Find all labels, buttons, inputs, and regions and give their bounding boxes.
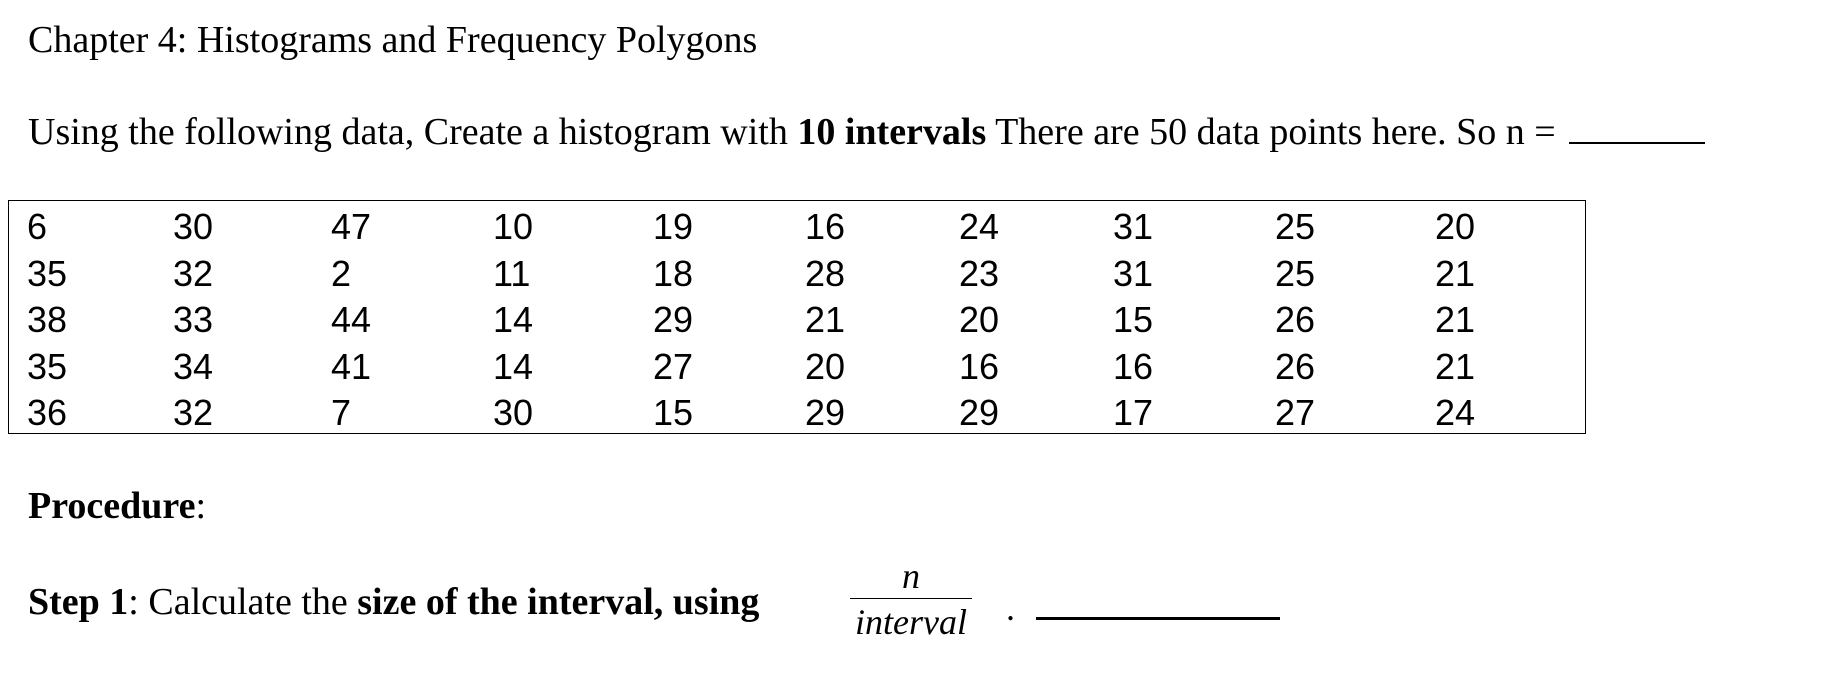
- table-cell: 10: [493, 206, 534, 247]
- procedure-heading: Procedure:: [28, 480, 206, 532]
- step1-text: Step 1: Calculate the size of the interv…: [28, 576, 759, 628]
- table-cell: 30: [173, 206, 214, 247]
- table-cell: 18: [653, 252, 694, 294]
- table-cell: 11: [493, 252, 531, 294]
- table-row: 6 30 47 10 19 16 24 31 25 20: [27, 204, 1515, 251]
- table-cell: 29: [805, 392, 846, 433]
- table-cell: 16: [959, 345, 1000, 387]
- table-row: 35 34 41 14 27 20 16 16 26 21: [27, 344, 1515, 391]
- table-cell: 15: [653, 392, 694, 433]
- table-cell: 27: [1275, 392, 1316, 433]
- table-cell: 14: [493, 345, 534, 387]
- step1-description: : Calculate the: [128, 581, 358, 623]
- instructions-part2: There are 50 data points here. So n =: [986, 111, 1566, 153]
- table-cell: 16: [1113, 345, 1154, 387]
- step1-label: Step 1: [28, 581, 129, 623]
- table-cell: 24: [1435, 392, 1476, 433]
- interval-fraction: n interval: [846, 554, 976, 645]
- table-cell: 20: [805, 345, 846, 387]
- table-cell: 41: [331, 345, 372, 387]
- n-answer-blank[interactable]: [1569, 114, 1706, 144]
- fraction-numerator: n: [902, 556, 920, 596]
- data-table: 6 30 47 10 19 16 24 31 25 20 35 32 2 11 18 28 23 31 25 21 38…: [8, 200, 1586, 434]
- table-cell: 32: [173, 392, 214, 433]
- table-row: 36 32 7 30 15 29 29 17 27 24: [27, 390, 1515, 437]
- table-cell: 38: [27, 299, 68, 340]
- table-cell: 34: [173, 345, 214, 387]
- table-cell: 28: [805, 252, 846, 294]
- table-cell: 35: [27, 345, 68, 387]
- table-cell: 2: [331, 252, 352, 294]
- table-cell: 20: [959, 299, 1000, 340]
- table-cell: 36: [27, 392, 68, 433]
- table-cell: 31: [1113, 206, 1154, 247]
- table-cell: 16: [805, 206, 846, 247]
- table-cell: 35: [27, 252, 68, 294]
- intervals-emphasis: 10 intervals: [797, 111, 987, 153]
- table-cell: 7: [331, 392, 352, 433]
- table-cell: 32: [173, 252, 214, 294]
- table-cell: 14: [493, 299, 534, 340]
- instructions-part1: Using the following data, Create a histo…: [28, 111, 798, 153]
- table-cell: 21: [1435, 299, 1476, 340]
- table-cell: 24: [959, 206, 1000, 247]
- fraction-denominator: interval: [855, 602, 967, 642]
- table-cell: 31: [1113, 252, 1154, 294]
- table-cell: 27: [653, 345, 694, 387]
- fraction-bar: [850, 598, 972, 599]
- table-cell: 15: [1113, 299, 1154, 340]
- table-cell: 21: [1435, 345, 1476, 387]
- instructions-text: Using the following data, Create a histo…: [28, 106, 1706, 158]
- table-cell: 29: [653, 299, 694, 340]
- step1-emphasis: size of the interval, using: [357, 581, 760, 623]
- procedure-label: Procedure: [28, 485, 196, 527]
- table-cell: 23: [959, 252, 1000, 294]
- table-cell: 19: [653, 206, 694, 247]
- fraction-dot: .: [1006, 588, 1015, 628]
- table-cell: 30: [493, 392, 534, 433]
- page-title: Chapter 4: Histograms and Frequency Poly…: [28, 19, 758, 61]
- procedure-colon: :: [195, 485, 206, 527]
- table-row: 35 32 2 11 18 28 23 31 25 21: [27, 251, 1515, 298]
- table-cell: 25: [1275, 206, 1316, 247]
- table-cell: 21: [1435, 252, 1476, 294]
- table-cell: 20: [1435, 206, 1476, 247]
- table-cell: 26: [1275, 345, 1316, 387]
- table-row: 38 33 44 14 29 21 20 15 26 21: [27, 297, 1515, 344]
- table-cell: 47: [331, 206, 372, 247]
- table-cell: 17: [1113, 392, 1154, 433]
- table-cell: 29: [959, 392, 1000, 433]
- table-cell: 6: [27, 206, 48, 247]
- interval-size-answer-blank[interactable]: [1036, 617, 1280, 620]
- table-cell: 25: [1275, 252, 1316, 294]
- table-cell: 21: [805, 299, 846, 340]
- table-cell: 26: [1275, 299, 1316, 340]
- table-cell: 33: [173, 299, 214, 340]
- table-cell: 44: [331, 299, 372, 340]
